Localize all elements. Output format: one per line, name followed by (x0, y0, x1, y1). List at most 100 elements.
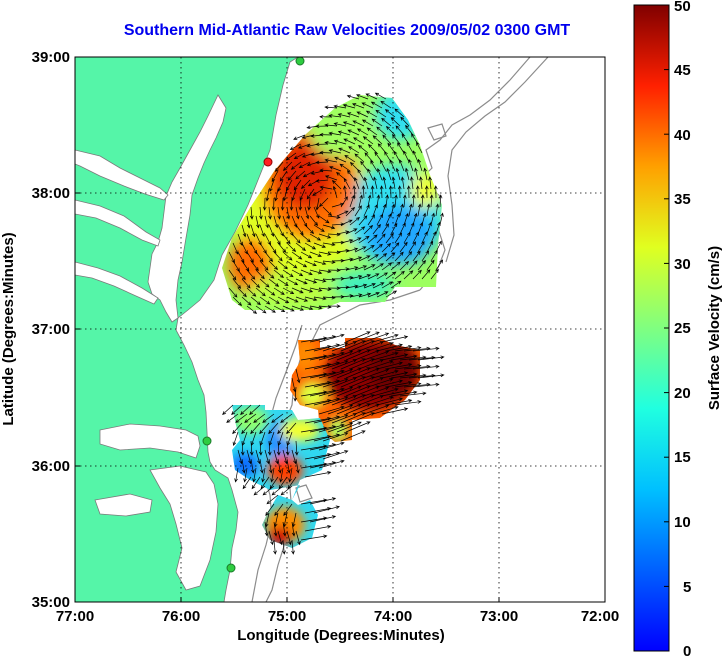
velocity-arrow (363, 204, 370, 217)
velocity-arrow (301, 152, 315, 158)
velocity-arrow (228, 269, 237, 281)
velocity-arrow (315, 160, 329, 165)
velocity-arrow (394, 232, 403, 244)
velocity-arrow (253, 485, 266, 496)
velocity-arrow (297, 143, 311, 149)
velocity-arrow (403, 212, 409, 226)
velocity-arrow (365, 110, 378, 118)
velocity-arrow (318, 387, 345, 397)
velocity-arrow (430, 212, 435, 226)
velocity-arrow (304, 452, 332, 460)
velocity-arrow (358, 359, 385, 370)
velocity-arrow (289, 197, 294, 211)
velocity-arrow (246, 269, 256, 280)
velocity-arrow (310, 170, 324, 175)
velocity-arrow (282, 188, 288, 202)
axis-ticks (75, 192, 500, 602)
velocity-arrow (295, 368, 301, 384)
velocity-arrow (309, 287, 323, 292)
velocity-arrow (327, 304, 341, 309)
velocity-arrow (336, 210, 349, 217)
velocity-arrow (426, 259, 435, 271)
velocity-arrow (343, 177, 351, 190)
velocity-arrow (286, 206, 291, 220)
velocity-arrow (333, 139, 347, 145)
velocity-arrow (393, 150, 401, 163)
velocity-arrow (291, 521, 296, 537)
velocity-arrow (288, 467, 293, 483)
velocity-arrow (390, 222, 398, 235)
colorbar-tick-label: 30 (674, 256, 691, 273)
velocity-arrow (277, 224, 284, 237)
velocity-arrow (399, 203, 404, 217)
velocity-arrow (306, 188, 315, 200)
velocity-arrow (295, 530, 301, 546)
velocity-arrow (403, 150, 410, 163)
velocity-arrow (386, 167, 392, 181)
velocity-arrow (336, 367, 362, 379)
velocity-arrow (273, 215, 279, 229)
velocity-arrow (333, 104, 347, 109)
velocity-arrow (367, 143, 378, 154)
velocity-arrow (390, 280, 402, 289)
velocity-arrow (417, 355, 445, 361)
velocity-arrow (291, 305, 305, 311)
velocity-arrow (356, 111, 369, 118)
velocity-arrow (340, 430, 366, 442)
grid-lines (75, 57, 605, 602)
velocity-arrow (309, 251, 322, 257)
velocity-arrow (376, 272, 389, 280)
velocity-arrow (352, 185, 357, 199)
velocity-arrow (379, 185, 384, 199)
velocity-arrow (380, 100, 392, 109)
velocity-arrow (322, 450, 349, 460)
velocity-arrow (300, 444, 328, 451)
velocity-arrow (315, 179, 329, 183)
velocity-arrow (349, 275, 363, 280)
velocity-arrow (376, 126, 387, 136)
velocity-arrow (277, 242, 287, 253)
velocity-arrow (304, 434, 332, 442)
velocity-arrow (286, 296, 299, 303)
velocity-arrow (265, 503, 275, 516)
velocity-arrow (358, 255, 371, 262)
velocity-arrow (300, 336, 328, 343)
velocity-arrow (358, 292, 372, 298)
velocity-arrow (381, 223, 390, 235)
velocity-arrow (356, 128, 369, 136)
velocity-arrow (293, 152, 306, 160)
velocity-arrow (349, 412, 375, 424)
velocity-arrow (364, 152, 374, 163)
albemarle-sound (99, 423, 201, 459)
velocity-arrow (382, 134, 392, 145)
velocity-arrow (385, 125, 396, 136)
velocity-arrow (274, 188, 279, 202)
velocity-arrow (237, 269, 246, 281)
velocity-arrow (298, 197, 303, 211)
velocity-arrow (295, 242, 307, 251)
velocity-arrow (249, 440, 254, 456)
velocity-arrow (385, 194, 389, 208)
velocity-arrow (408, 222, 415, 235)
velocity-arrow (381, 407, 409, 415)
velocity-arrow (339, 163, 351, 172)
velocity-arrow (347, 129, 360, 136)
velocity-arrow (356, 94, 369, 100)
velocity-arrow (318, 233, 332, 239)
velocity-arrow (313, 296, 327, 301)
velocity-arrow (408, 373, 436, 379)
velocity-arrow (399, 241, 408, 253)
velocity-arrow (264, 305, 276, 313)
velocity-arrow (289, 143, 302, 150)
velocity-arrow (304, 524, 332, 532)
chesapeake-bay (147, 94, 227, 323)
velocity-arrow (417, 203, 422, 217)
velocity-arrow (394, 270, 405, 280)
velocity-arrow (331, 341, 358, 352)
velocity-arrow (336, 403, 362, 415)
velocity-arrow (380, 159, 387, 172)
velocity-arrow (237, 233, 243, 247)
velocity-arrow (417, 240, 425, 253)
colorbar-tick-label: 5 (683, 579, 691, 596)
velocity-arrow (300, 372, 328, 379)
